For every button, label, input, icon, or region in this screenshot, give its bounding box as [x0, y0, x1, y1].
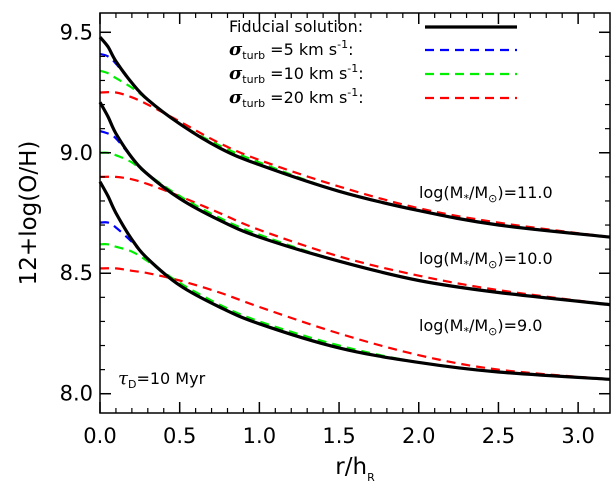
legend-sigma-sub: turb — [242, 73, 265, 86]
series-line-sigma-20-group-1 — [99, 175, 611, 306]
annotation-tau-post: =10 Myr — [136, 369, 205, 388]
series-line-sigma-10-group-2 — [99, 243, 611, 381]
ticks-layer — [99, 13, 610, 413]
series-layer — [98, 36, 611, 381]
x-tick-label: 2.0 — [402, 424, 435, 448]
x-tick-label: 0.0 — [83, 424, 116, 448]
x-tick-label: 3.0 — [561, 424, 594, 448]
annotation-sub: * — [463, 258, 469, 271]
legend-sigma-sub: turb — [242, 97, 265, 110]
annotation-tau-symbol: τ — [118, 368, 129, 389]
annotation-pre: log(M — [419, 249, 463, 268]
legend: Fiducial solution: σturb =5 km s-1: σtur… — [229, 17, 517, 110]
annotation-post: )=9.0 — [497, 316, 542, 335]
x-tick-label: 1.0 — [243, 424, 276, 448]
legend-sigma-end: : — [358, 64, 363, 83]
annotation-post: )=11.0 — [497, 183, 552, 202]
annotation-sub: ⊙ — [488, 325, 497, 338]
annotation-mid: /M — [469, 249, 488, 268]
y-tick-labels: 8.0 8.5 9.0 9.5 — [60, 20, 93, 405]
legend-label-sigma-10: σturb =10 km s-1: — [229, 62, 364, 86]
y-tick-label: 8.0 — [60, 382, 93, 406]
legend-label-fiducial: Fiducial solution: — [229, 17, 363, 36]
annotation-mass-10: log(M*/M⊙)=10.0 — [419, 249, 553, 271]
legend-sigma-sub: turb — [242, 49, 265, 62]
annotation-sub: * — [463, 325, 469, 338]
y-axis-title: 12+log(O/H) — [16, 141, 42, 286]
series-line-fiducial-group-0 — [98, 36, 611, 239]
annotation-pre: log(M — [419, 316, 463, 335]
legend-sigma-end: : — [358, 88, 363, 107]
annotation-sub: * — [463, 192, 469, 205]
legend-sigma-rest: =10 km s — [265, 64, 347, 83]
legend-label-sigma-5: σturb =5 km s-1: — [229, 38, 353, 62]
x-axis-title: r/hR — [335, 454, 375, 484]
legend-sigma-rest: =20 km s — [265, 88, 347, 107]
x-tick-label: 2.5 — [482, 424, 515, 448]
legend-sigma-exp: -1 — [347, 86, 358, 99]
x-axis-title-sub: R — [367, 471, 375, 484]
series-line-sigma-20-group-0 — [99, 91, 611, 239]
legend-sigma-symbol: σ — [229, 87, 243, 108]
annotation-sub: ⊙ — [488, 258, 497, 271]
annotation-mass-9: log(M*/M⊙)=9.0 — [419, 316, 542, 338]
legend-sigma-exp: -1 — [337, 38, 348, 51]
x-tick-label: 1.5 — [322, 424, 355, 448]
x-tick-labels: 0.0 0.5 1.0 1.5 2.0 2.5 3.0 — [83, 424, 595, 448]
annotation-post: )=10.0 — [497, 249, 552, 268]
annotation-mid: /M — [469, 316, 488, 335]
annotation-pre: log(M — [419, 183, 463, 202]
x-axis-title-main: r/h — [335, 454, 367, 480]
legend-sigma-rest: =5 km s — [265, 40, 337, 59]
y-tick-label: 9.5 — [60, 20, 93, 44]
y-tick-label: 8.5 — [60, 261, 93, 285]
legend-sigma-symbol: σ — [229, 39, 243, 60]
annotation-tau-sub: D — [128, 378, 136, 391]
annotation-mass-11: log(M*/M⊙)=11.0 — [419, 183, 553, 205]
x-tick-label: 0.5 — [163, 424, 196, 448]
annotation-sub: ⊙ — [488, 192, 497, 205]
legend-swatches — [425, 25, 517, 100]
series-line-sigma-20-group-2 — [99, 267, 611, 381]
annotation-mid: /M — [469, 183, 488, 202]
series-line-sigma-5-group-2 — [99, 221, 611, 381]
y-tick-label: 9.0 — [60, 141, 93, 165]
legend-sigma-exp: -1 — [347, 62, 358, 75]
legend-sigma-end: : — [348, 40, 353, 59]
legend-sigma-symbol: σ — [229, 63, 243, 84]
series-line-fiducial-group-1 — [98, 101, 611, 307]
series-line-fiducial-group-2 — [98, 180, 611, 381]
annotation-tau: τD=10 Myr — [118, 368, 206, 391]
legend-label-sigma-20: σturb =20 km s-1: — [229, 86, 364, 110]
